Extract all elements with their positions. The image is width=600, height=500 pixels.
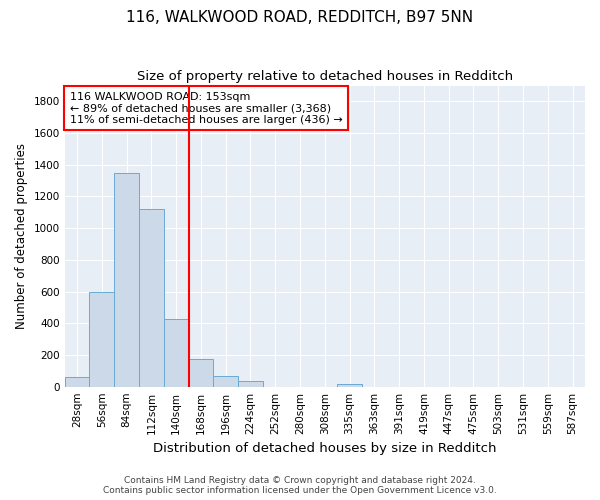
Bar (238, 381, 263, 386)
Text: Contains HM Land Registry data © Crown copyright and database right 2024.
Contai: Contains HM Land Registry data © Crown c… (103, 476, 497, 495)
Y-axis label: Number of detached properties: Number of detached properties (15, 143, 28, 329)
Bar (89, 292, 114, 386)
Bar (114, 172, 139, 386)
Bar (65, 377, 89, 386)
Bar (337, 384, 362, 386)
Text: 116, WALKWOOD ROAD, REDDITCH, B97 5NN: 116, WALKWOOD ROAD, REDDITCH, B97 5NN (127, 10, 473, 25)
Bar (164, 318, 188, 386)
Bar (188, 359, 214, 386)
X-axis label: Distribution of detached houses by size in Redditch: Distribution of detached houses by size … (153, 442, 497, 455)
Bar (214, 376, 238, 386)
Bar (139, 209, 164, 386)
Title: Size of property relative to detached houses in Redditch: Size of property relative to detached ho… (137, 70, 513, 83)
Text: 116 WALKWOOD ROAD: 153sqm
← 89% of detached houses are smaller (3,368)
11% of se: 116 WALKWOOD ROAD: 153sqm ← 89% of detac… (70, 92, 343, 125)
